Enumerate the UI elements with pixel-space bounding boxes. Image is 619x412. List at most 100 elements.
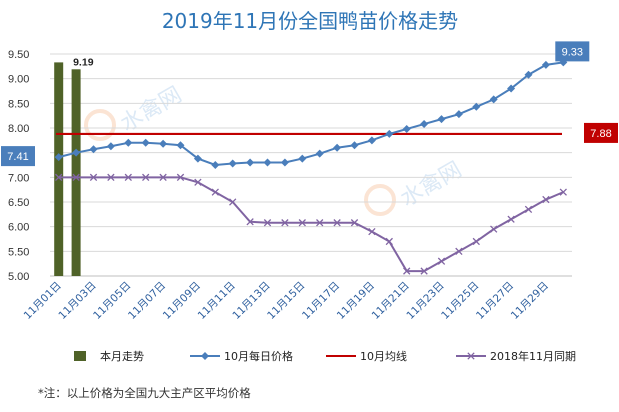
point bbox=[315, 149, 324, 158]
point bbox=[350, 219, 359, 227]
y-tick-label: 5.50 bbox=[8, 246, 29, 258]
point bbox=[246, 158, 255, 167]
point bbox=[246, 218, 254, 226]
point bbox=[350, 141, 359, 150]
point bbox=[420, 267, 428, 275]
point bbox=[124, 138, 133, 147]
point bbox=[142, 173, 150, 181]
point bbox=[420, 120, 429, 129]
point bbox=[333, 219, 341, 227]
point bbox=[541, 60, 550, 69]
point bbox=[507, 215, 515, 223]
point bbox=[89, 173, 98, 181]
chart-title: 2019年11月份全国鸭苗价格走势 bbox=[162, 9, 458, 33]
point bbox=[159, 173, 167, 181]
bar bbox=[71, 69, 81, 276]
y-tick-label: 8.50 bbox=[8, 98, 29, 110]
point bbox=[263, 158, 272, 167]
point bbox=[385, 237, 393, 246]
point bbox=[437, 257, 446, 265]
y-tick-label: 9.50 bbox=[8, 49, 29, 61]
point bbox=[211, 188, 219, 196]
point bbox=[472, 102, 481, 111]
watermark-text: 水禽网 bbox=[397, 157, 467, 212]
watermark-ring bbox=[84, 109, 116, 141]
point bbox=[507, 84, 516, 93]
point bbox=[176, 173, 185, 181]
point bbox=[228, 159, 237, 168]
bar bbox=[54, 62, 64, 277]
callout-box bbox=[584, 122, 618, 143]
legend-marker bbox=[467, 352, 475, 360]
point bbox=[298, 154, 307, 163]
watermark-ring bbox=[364, 184, 396, 216]
bar-series: 9.19 bbox=[54, 56, 94, 277]
point bbox=[385, 129, 394, 138]
point bbox=[280, 158, 289, 167]
bar-data-label: 9.19 bbox=[73, 56, 94, 68]
gridlines bbox=[50, 53, 572, 277]
point bbox=[124, 173, 132, 181]
point bbox=[229, 198, 237, 206]
point bbox=[542, 195, 550, 204]
point bbox=[159, 139, 168, 148]
point bbox=[333, 143, 342, 152]
y-tick-label: 5.00 bbox=[8, 271, 29, 283]
point bbox=[454, 110, 463, 119]
point bbox=[54, 153, 63, 162]
point bbox=[72, 173, 80, 181]
legend: 本月走势 10月每日价格 10月均线 2018年11月同期 bbox=[74, 349, 576, 363]
point bbox=[107, 173, 115, 181]
x-axis-ticks: 11月01日11月03日11月05日11月07日11月09日11月11日11月1… bbox=[22, 280, 551, 322]
point bbox=[437, 115, 446, 124]
callout-label: 7.88 bbox=[590, 128, 611, 140]
series-line bbox=[58, 176, 564, 273]
callout-label: 9.33 bbox=[562, 46, 583, 58]
callout-label: 7.41 bbox=[7, 151, 28, 163]
legend-label: 10月均线 bbox=[360, 349, 407, 363]
legend-label: 10月每日价格 bbox=[224, 349, 293, 363]
y-tick-label: 6.00 bbox=[8, 222, 29, 234]
point bbox=[490, 225, 498, 233]
point bbox=[55, 173, 63, 181]
value-callouts: 7.41 9.33 7.88 bbox=[1, 41, 618, 167]
point bbox=[489, 95, 498, 104]
point bbox=[524, 205, 533, 214]
point bbox=[524, 70, 533, 79]
callout-box bbox=[555, 41, 590, 62]
y-tick-label: 8.00 bbox=[8, 123, 29, 135]
legend-label: 本月走势 bbox=[100, 349, 144, 363]
point bbox=[211, 161, 220, 169]
legend-marker bbox=[201, 352, 209, 360]
point bbox=[72, 148, 81, 157]
watermark-text: 水禽网 bbox=[117, 82, 187, 137]
legend-swatch bbox=[74, 351, 86, 361]
point bbox=[298, 219, 306, 227]
y-tick-label: 7.00 bbox=[8, 172, 29, 184]
x-tick-label: 11月29日 bbox=[509, 280, 551, 322]
point bbox=[106, 142, 115, 151]
point bbox=[194, 178, 202, 186]
point bbox=[403, 267, 411, 275]
point bbox=[281, 219, 289, 227]
point bbox=[402, 124, 411, 133]
point bbox=[193, 154, 202, 163]
callout-box bbox=[1, 146, 35, 167]
point bbox=[263, 219, 272, 227]
y-tick-label: 6.50 bbox=[8, 197, 29, 209]
point bbox=[176, 141, 185, 150]
point bbox=[89, 145, 98, 154]
point bbox=[368, 227, 376, 236]
point bbox=[367, 136, 376, 145]
legend-label: 2018年11月同期 bbox=[490, 349, 576, 363]
y-tick-label: 9.00 bbox=[8, 74, 29, 86]
point bbox=[455, 247, 463, 255]
point bbox=[141, 138, 150, 147]
line-series bbox=[54, 58, 568, 275]
point bbox=[472, 237, 480, 246]
point bbox=[559, 188, 567, 196]
point bbox=[316, 219, 324, 227]
footnote: *注：以上价格为全国九大主产区平均价格 bbox=[38, 386, 251, 400]
